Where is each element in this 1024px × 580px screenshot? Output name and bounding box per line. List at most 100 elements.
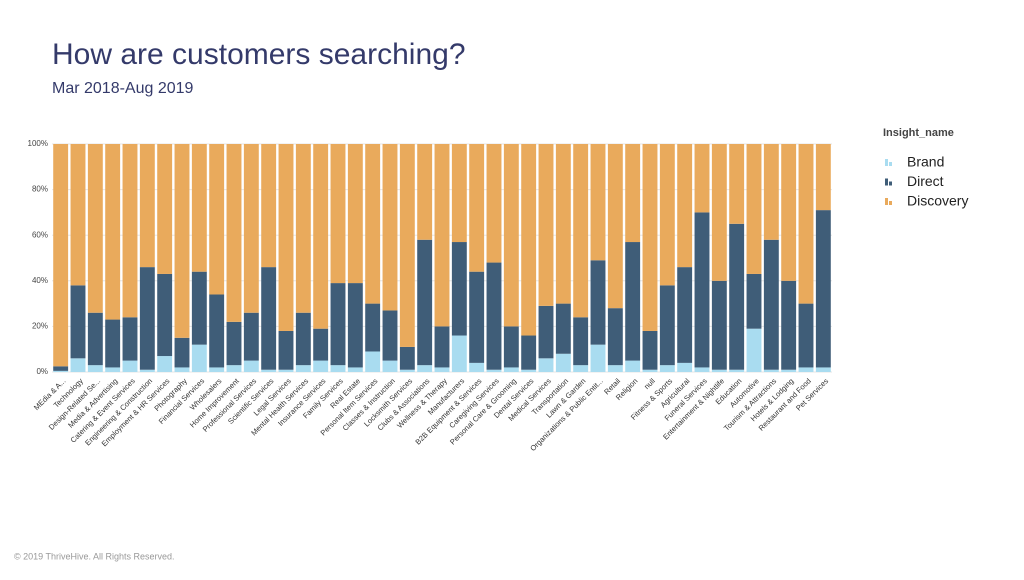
bar-segment — [815, 367, 831, 372]
bar-segment — [365, 144, 381, 304]
bar-segment — [226, 144, 242, 322]
bar-segment — [243, 144, 259, 313]
bar-segment — [191, 144, 207, 272]
bar-segment — [694, 212, 710, 368]
bar-segment — [521, 335, 537, 370]
legend-swatch — [889, 201, 892, 205]
bar-segment — [486, 144, 502, 263]
bar-segment — [174, 144, 190, 338]
bar-segment — [209, 367, 225, 372]
bar-segment — [538, 358, 554, 372]
bar-segment — [625, 242, 641, 361]
bar-segment — [729, 144, 745, 224]
bar-segment — [278, 369, 294, 372]
bar-segment — [798, 144, 814, 304]
bar-segment — [209, 144, 225, 295]
bar-segment — [139, 267, 155, 370]
bar-segment — [382, 360, 398, 372]
chart-title: How are customers searching? — [52, 38, 466, 71]
legend-label: Discovery — [907, 193, 968, 209]
bar-segment — [295, 144, 311, 313]
bar-segment — [261, 267, 277, 370]
y-tick-label: 60% — [32, 230, 48, 239]
bar-segment — [659, 144, 675, 286]
bar-segment — [434, 367, 450, 372]
bar-segment — [798, 367, 814, 372]
bar-segment — [122, 317, 138, 361]
bar-segment — [469, 271, 485, 363]
bar-segment — [538, 144, 554, 306]
bar-segment — [105, 144, 121, 320]
bar-segment — [815, 144, 831, 211]
bar-segment — [191, 271, 207, 345]
bar-segment — [261, 144, 277, 268]
bar-segment — [607, 365, 623, 372]
bar-segment — [694, 144, 710, 213]
y-tick-label: 100% — [28, 139, 48, 148]
bar-segment — [469, 144, 485, 272]
bar-segment — [451, 335, 467, 372]
bar-segment — [122, 144, 138, 318]
bar-segment — [538, 305, 554, 359]
bar-segment — [330, 365, 346, 372]
bar-segment — [70, 144, 86, 286]
bar-segment — [53, 366, 69, 371]
bar-segment — [87, 365, 103, 372]
bar-segment — [711, 280, 727, 370]
bar-segment — [677, 267, 693, 363]
bar-segment — [295, 312, 311, 366]
footer: © 2019 ThriveHive. All Rights Reserved. — [14, 551, 175, 561]
bar-segment — [607, 308, 623, 366]
bar-segment — [434, 326, 450, 368]
bar-segment — [694, 367, 710, 372]
bar-segment — [711, 369, 727, 372]
bar-segment — [763, 239, 779, 370]
bar-segment — [642, 330, 658, 370]
bar-segment — [122, 360, 138, 372]
y-tick-label: 20% — [32, 322, 48, 331]
legend-swatch — [885, 198, 888, 205]
bar-segment — [70, 285, 86, 359]
bar-segment — [365, 303, 381, 352]
bar-segment — [53, 144, 69, 367]
bar-segment — [157, 356, 173, 372]
bar-segment — [590, 260, 606, 345]
bar-segment — [330, 144, 346, 284]
bar-segment — [70, 358, 86, 372]
legend-swatch — [885, 178, 888, 186]
bar-segment — [729, 369, 745, 372]
bar-segment — [815, 210, 831, 368]
bar-segment — [365, 351, 381, 372]
bar-segment — [209, 294, 225, 368]
bar-segment — [243, 312, 259, 361]
bar-segment — [278, 330, 294, 370]
bar-segment — [313, 144, 329, 329]
bar-segment — [659, 285, 675, 366]
bar-segment — [87, 312, 103, 366]
bar-segment — [659, 365, 675, 372]
bar-segment — [486, 262, 502, 370]
bar-segment — [573, 144, 589, 318]
bar-segment — [451, 144, 467, 243]
bar-segment — [417, 239, 433, 366]
bar-segment — [677, 362, 693, 372]
bar-segment — [625, 360, 641, 372]
bar-segment — [139, 144, 155, 268]
bar-segment — [105, 319, 121, 368]
bar-segment — [746, 273, 762, 329]
bar-segment — [434, 144, 450, 327]
bar-segment — [278, 144, 294, 331]
bar-segment — [417, 365, 433, 372]
bar-segment — [382, 144, 398, 311]
y-tick-label: 0% — [36, 367, 48, 376]
bar-segment — [711, 144, 727, 281]
bar-segment — [330, 283, 346, 366]
bar-segment — [157, 273, 173, 357]
bar-segment — [451, 242, 467, 336]
bar-segment — [417, 144, 433, 240]
bar-segment — [191, 344, 207, 372]
bar-segment — [399, 144, 415, 347]
bar-segment — [87, 144, 103, 313]
bar-segment — [503, 144, 519, 327]
